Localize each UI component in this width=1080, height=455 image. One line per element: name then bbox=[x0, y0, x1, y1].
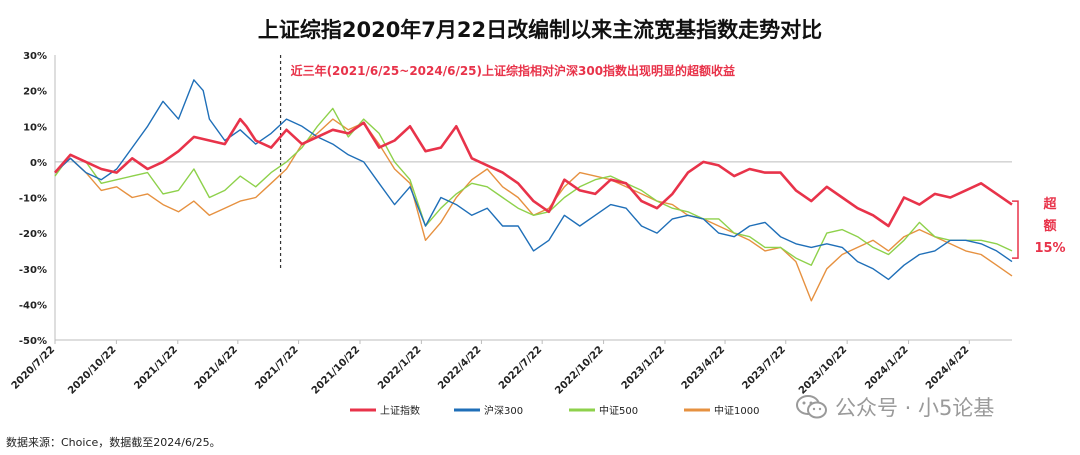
annotation-text: 近三年(2021/6/25~2024/6/25)上证综指相对沪深300指数出现明… bbox=[291, 63, 736, 78]
legend-label: 上证指数 bbox=[380, 404, 420, 417]
series-line bbox=[54, 117, 1013, 228]
excess-bracket bbox=[1012, 200, 1019, 259]
y-tick-label: -20% bbox=[19, 229, 47, 240]
watermark-text: 公众号 · 小5论基 bbox=[835, 396, 995, 420]
legend-label: 中证1000 bbox=[714, 404, 759, 417]
x-tick-label: 2023/7/22 bbox=[740, 344, 787, 391]
source-note: 数据来源：Choice，数据截至2024/6/25。 bbox=[6, 436, 221, 449]
x-tick-label: 2023/10/22 bbox=[797, 344, 849, 396]
y-tick-label: 0% bbox=[30, 158, 47, 169]
x-tick-label: 2024/1/22 bbox=[863, 344, 910, 391]
x-tick-label: 2021/7/22 bbox=[253, 344, 300, 391]
excess-label: 额 bbox=[1043, 218, 1056, 234]
x-tick-label: 2022/10/22 bbox=[553, 344, 605, 396]
x-tick-label: 2022/1/22 bbox=[376, 344, 423, 391]
legend-label: 中证500 bbox=[599, 404, 638, 417]
x-tick-label: 2021/1/22 bbox=[133, 344, 180, 391]
y-tick-label: -30% bbox=[19, 265, 47, 276]
legend-label: 沪深300 bbox=[484, 404, 523, 417]
watermark: 公众号 · 小5论基 bbox=[795, 392, 994, 422]
x-tick-label: 2021/4/22 bbox=[193, 344, 240, 391]
chart-title: 上证综指2020年7月22日改编制以来主流宽基指数走势对比 bbox=[257, 18, 823, 42]
x-tick-label: 2022/4/22 bbox=[436, 344, 483, 391]
y-tick-label: -10% bbox=[19, 194, 47, 205]
x-tick-label: 2020/7/22 bbox=[10, 344, 57, 391]
y-tick-label: 20% bbox=[23, 87, 47, 98]
series-line bbox=[54, 118, 1013, 302]
x-tick-label: 2022/7/22 bbox=[497, 344, 544, 391]
series-line bbox=[54, 107, 1013, 266]
y-tick-label: -50% bbox=[19, 336, 47, 347]
x-tick-label: 2024/4/22 bbox=[924, 344, 971, 391]
x-tick-label: 2021/10/22 bbox=[310, 344, 362, 396]
y-tick-label: -40% bbox=[19, 300, 47, 311]
x-tick-label: 2020/10/22 bbox=[66, 344, 118, 396]
series-line bbox=[54, 79, 1013, 281]
x-tick-label: 2023/4/22 bbox=[680, 344, 727, 391]
wechat-icon bbox=[796, 395, 827, 419]
y-tick-label: 30% bbox=[23, 51, 47, 62]
y-tick-label: 10% bbox=[23, 122, 47, 133]
x-tick-label: 2023/1/22 bbox=[620, 344, 667, 391]
excess-label: 超 bbox=[1043, 196, 1057, 212]
excess-label: 15% bbox=[1034, 241, 1065, 256]
